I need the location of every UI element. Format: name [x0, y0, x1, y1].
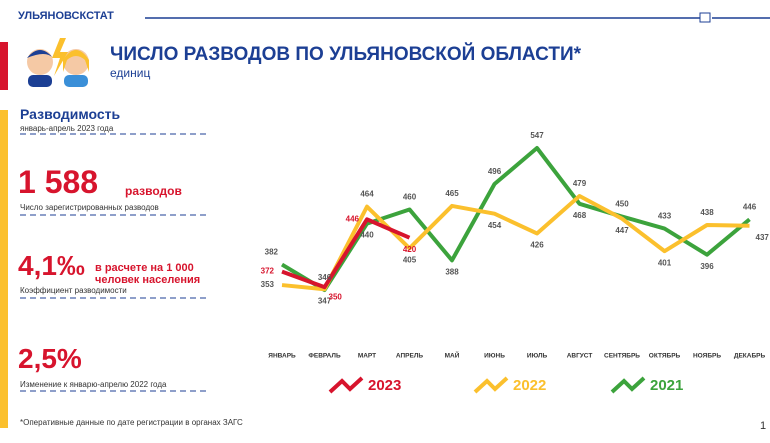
data-label: 382: [265, 248, 279, 257]
stat-caption: Коэффициент разводимости: [20, 286, 127, 295]
data-label: 350: [329, 292, 343, 301]
series-line: [280, 146, 751, 292]
stat-caption: Изменение к январю-апрелю 2022 года: [20, 380, 167, 389]
data-label: 468: [573, 211, 587, 220]
data-label: 388: [445, 267, 459, 276]
legend-label: 2023: [368, 377, 401, 394]
data-label: 460: [403, 193, 417, 202]
x-tick-label: ОКТЯБРЬ: [649, 353, 681, 360]
data-label: 405: [403, 255, 417, 264]
subtitle: единиц: [110, 66, 151, 80]
data-label: 433: [658, 212, 672, 221]
data-label: 547: [530, 131, 544, 140]
legend-icon: [328, 376, 364, 394]
legend-label: 2022: [513, 377, 546, 394]
series-line: [281, 217, 411, 290]
x-tick-label: НОЯБРЬ: [693, 353, 721, 360]
data-label: 464: [360, 190, 374, 199]
legend-icon: [610, 376, 646, 394]
stat-value: 1 588: [18, 164, 99, 200]
data-label: 446: [346, 214, 360, 223]
series-line: [281, 194, 750, 292]
x-tick-label: МАРТ: [358, 353, 376, 360]
stat-unit: в расчете на 1 000 человек населения: [95, 262, 201, 286]
legend-icon: [473, 376, 509, 394]
x-tick-label: ИЮНЬ: [484, 353, 505, 360]
page-number: 1: [760, 420, 767, 432]
data-label: 401: [658, 258, 672, 267]
data-label: 353: [261, 280, 275, 289]
title: ЧИСЛО РАЗВОДОВ ПО УЛЬЯНОВСКОЙ ОБЛАСТИ*: [110, 44, 582, 65]
x-tick-label: ФЕВРАЛЬ: [308, 353, 341, 360]
data-label: 447: [615, 226, 629, 235]
period: январь-апрель 2023 года: [20, 124, 114, 133]
x-tick-label: ДЕКАБРЬ: [734, 353, 766, 360]
x-tick-label: АПРЕЛЬ: [396, 353, 424, 360]
data-label: 446: [743, 202, 757, 211]
data-label: 346: [318, 273, 332, 282]
legend-label: 2021: [650, 377, 683, 394]
data-label: 347: [318, 296, 332, 305]
data-label: 372: [261, 267, 275, 276]
stat-unit: разводов: [125, 184, 182, 198]
data-label: 454: [488, 221, 502, 230]
data-label: 426: [530, 241, 544, 250]
x-tick-label: ЯНВАРЬ: [268, 353, 296, 360]
data-label: 396: [700, 262, 714, 271]
data-label: 440: [360, 231, 374, 240]
x-tick-label: ИЮЛЬ: [527, 353, 548, 360]
org: УЛЬЯНОВСКСТАТ: [18, 10, 114, 22]
x-tick-label: АВГУСТ: [567, 353, 593, 360]
data-label: 450: [615, 200, 629, 209]
data-label: 479: [573, 179, 587, 188]
data-label: 438: [700, 208, 714, 217]
data-label: 437: [756, 233, 770, 242]
data-label: 465: [445, 189, 459, 198]
x-tick-label: МАЙ: [445, 351, 460, 360]
icon: [27, 38, 89, 87]
footnote: *Оперативные данные по дате регистрации …: [20, 418, 243, 427]
stat-value: 2,5%: [18, 343, 82, 374]
x-tick-label: СЕНТЯБРЬ: [604, 353, 640, 360]
panel-title: Разводимость: [20, 106, 121, 122]
data-label: 420: [403, 245, 417, 254]
stat-caption: Число зарегистрированных разводов: [20, 203, 159, 212]
data-label: 496: [488, 167, 502, 176]
stat-value: 4,1‰: [18, 250, 85, 281]
